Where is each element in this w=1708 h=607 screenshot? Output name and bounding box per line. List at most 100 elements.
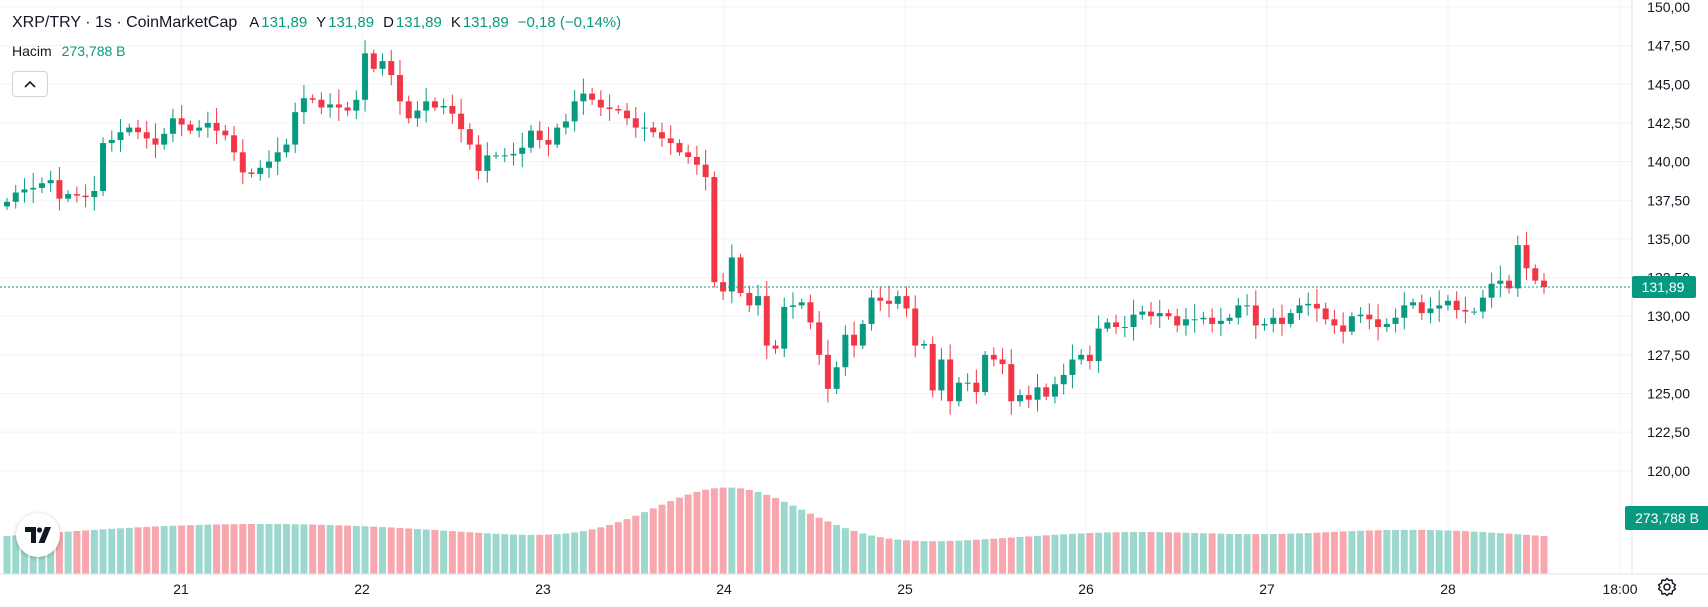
volume-bar (352, 525, 360, 574)
candle-body (1261, 323, 1268, 326)
candle-body (440, 105, 447, 108)
collapse-legend-button[interactable] (12, 71, 48, 97)
volume-bar (248, 524, 256, 574)
volume-bar (571, 532, 579, 574)
volume-bar (614, 522, 622, 574)
volume-bar (1479, 532, 1487, 574)
candle-body (1217, 320, 1224, 324)
candle-body (763, 296, 770, 346)
volume-bar (1374, 530, 1382, 574)
volume-bar (710, 488, 718, 574)
candle-body (693, 156, 700, 165)
candle-body (562, 121, 569, 128)
volume-bar (719, 487, 727, 574)
candle-body (449, 105, 456, 114)
time-tick-label: 28 (1440, 581, 1456, 597)
volume-bar (641, 512, 649, 574)
candle-body (1226, 317, 1233, 321)
candle-body (1121, 327, 1128, 329)
time-tick-label: 23 (535, 581, 551, 597)
legend-volume: Hacim 273,788 B (12, 43, 126, 59)
candle-body (335, 104, 342, 108)
volume-bar (1182, 532, 1190, 574)
candle-body (755, 296, 762, 306)
candle-body (484, 155, 491, 171)
volume-bar (902, 540, 910, 574)
candle-body (676, 143, 683, 153)
volume-bar (1112, 532, 1120, 574)
price-axis[interactable]: 150,00 147,50 145,00 142,50 140,00 137,50 135,… (1647, 0, 1690, 479)
symbol-title[interactable]: XRP/TRY · 1s · CoinMarketCap (12, 14, 238, 31)
candle-body (222, 130, 229, 136)
volume-bar (946, 540, 954, 574)
tradingview-logo-icon[interactable] (16, 513, 60, 557)
volume-bar (1121, 532, 1129, 574)
candle-body (1279, 317, 1286, 324)
candle-body (580, 93, 587, 102)
candle-body (536, 130, 543, 140)
volume-bar (475, 532, 483, 574)
volume-bar (1243, 534, 1251, 574)
volume-bar (379, 527, 387, 574)
candle-body (1497, 280, 1504, 284)
volume-bar (1514, 534, 1522, 574)
volume-bar (466, 532, 474, 574)
candle-body (353, 99, 360, 111)
candle-body (1436, 305, 1443, 309)
candle-body (1313, 303, 1320, 309)
candle-body (1506, 280, 1513, 289)
volume-bar (1418, 529, 1426, 574)
volume-bar (798, 509, 806, 574)
candle-body (344, 107, 351, 111)
volume-bar (1348, 531, 1356, 574)
last-volume-badge: 273,788 B (1625, 506, 1708, 530)
candle-body (257, 167, 264, 174)
candle-body (746, 293, 753, 306)
candle-body (964, 382, 971, 384)
price-tick-label: 137,50 (1647, 192, 1690, 208)
volume-bar (3, 536, 11, 574)
gear-icon[interactable] (1657, 577, 1677, 597)
volume-bar (990, 538, 998, 574)
candle-body (388, 61, 395, 76)
candle-body (877, 297, 884, 301)
volume-bar (1383, 530, 1391, 574)
volume-bar (64, 531, 72, 574)
candle-body (711, 177, 718, 283)
volume-bar (282, 524, 290, 574)
volume-bar (1156, 532, 1164, 574)
candle-body (1139, 311, 1146, 315)
volume-bar (1234, 534, 1242, 574)
candle-body (379, 61, 386, 69)
candle-body (982, 354, 989, 392)
volume-bar (73, 531, 81, 574)
volume-bar (396, 527, 404, 574)
candle-body (1401, 305, 1408, 318)
candle-body (1113, 322, 1120, 328)
volume-label[interactable]: Hacim (12, 43, 52, 59)
candle-body (239, 152, 246, 173)
volume-bar (745, 489, 753, 574)
volume-bar (1007, 537, 1015, 574)
candle-body (4, 201, 10, 207)
candle-body (554, 127, 561, 145)
volume-bar (213, 524, 221, 574)
candle-body (737, 257, 744, 294)
candle-body (842, 334, 849, 368)
volume-bar (1435, 530, 1443, 574)
price-tick-label: 147,50 (1647, 38, 1690, 54)
volume-bar (806, 513, 814, 574)
candle-body (362, 53, 369, 100)
candle-body (143, 132, 150, 139)
volume-bar (876, 537, 884, 574)
candle-body (1060, 374, 1067, 385)
time-axis[interactable]: 21 22 23 24 25 26 27 28 18:00 (173, 581, 1638, 597)
volume-bar (82, 530, 90, 574)
volume-bar (1164, 532, 1172, 574)
volume-bar (422, 529, 430, 574)
candle-body (519, 147, 526, 154)
candle-body (91, 190, 98, 198)
volume-bar (1540, 536, 1548, 574)
volume-bar (1217, 533, 1225, 574)
